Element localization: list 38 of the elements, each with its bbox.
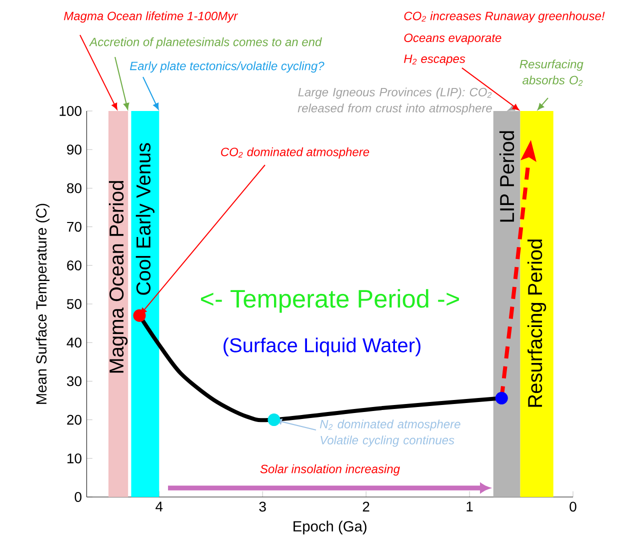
y-tick-label: 90 — [67, 144, 82, 155]
y-tick-label: 50 — [66, 299, 82, 309]
annotation: (Surface Liquid Water) — [224, 338, 420, 356]
annotation: Magma Ocean lifetime 1-100Myr — [64, 11, 238, 23]
y-tick-label: 30 — [66, 376, 82, 386]
text: CO$_{2}$ increases Runaway greenhouse! — [404, 11, 605, 23]
x-tick-label: 1 — [466, 502, 473, 512]
text: Oceans evaporate — [404, 34, 502, 44]
x-tick-label: 3 — [259, 502, 266, 512]
y-tick-label: 80 — [67, 183, 82, 194]
annotation: Early plate tectonics/volatile cycling? — [130, 61, 324, 73]
band-label: Cool Early Venus — [136, 143, 154, 295]
x-tick-label: 4 — [156, 502, 163, 512]
x-axis-title: Epoch (Ga) — [294, 520, 366, 534]
annotation: Accretion of planetesimals comes to an end — [89, 37, 322, 49]
annotation: Resurfacing absorbs O$_{2}$ — [520, 60, 584, 86]
annotation: N$_{2}$ dominated atmosphere Volatile cycling continues — [320, 420, 460, 447]
annotation: <- Temperate Period -> — [201, 289, 459, 313]
annotation: Large Igneous Provinces (LIP): CO$_{2}$ released from crust into atmosphere — [298, 88, 492, 115]
y-tick-label: 40 — [66, 338, 82, 348]
point — [495, 392, 508, 404]
y-tick-label: 0 — [74, 492, 82, 502]
point — [268, 414, 280, 426]
annotation: CO$_{2}$ dominated atmosphere — [221, 147, 370, 159]
y-tick-label: 100 — [60, 106, 82, 116]
y-tick-label: 10 — [67, 453, 82, 464]
band-label: LIP Period — [499, 131, 514, 222]
annotation: H$_{2}$ escapes — [404, 54, 466, 66]
band-label: Resurfacing Period — [527, 240, 546, 407]
x-tick-label: 0 — [570, 502, 576, 512]
y-tick-label: 20 — [67, 414, 82, 425]
x-tick-label: 2 — [362, 502, 370, 512]
y-tick-label: 60 — [67, 260, 82, 270]
point — [133, 309, 146, 322]
band-label: Magma Ocean Period — [108, 181, 128, 373]
y-axis-title: Mean Surface Temperature (C) — [36, 204, 50, 404]
y-tick-label: 70 — [67, 222, 82, 232]
annotation: Solar insolation increasing — [260, 464, 400, 476]
